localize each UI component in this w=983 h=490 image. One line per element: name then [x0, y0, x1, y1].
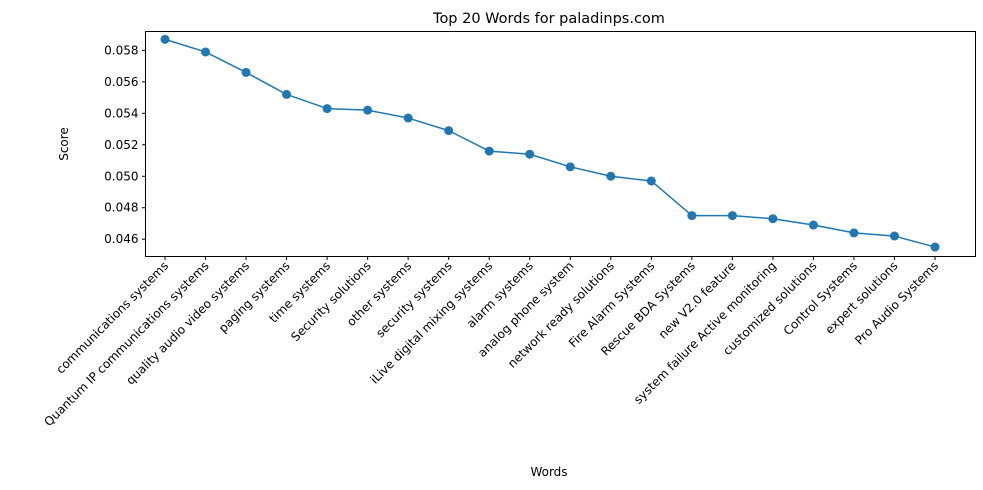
y-axis-label: Score	[57, 127, 71, 161]
data-point	[849, 228, 859, 238]
plot-frame	[145, 31, 976, 257]
data-point	[444, 126, 454, 136]
data-point	[201, 47, 211, 57]
data-point	[160, 34, 170, 44]
y-tick-label: 0.058	[104, 43, 138, 57]
y-axis: 0.046 0.048 0.050 0.052 0.054 0.056 0.058	[104, 43, 146, 246]
y-tick-label: 0.054	[104, 106, 138, 120]
data-point	[930, 242, 940, 252]
data-point	[363, 105, 373, 115]
data-point	[768, 214, 778, 224]
data-point	[808, 220, 818, 230]
y-tick-label: 0.052	[104, 138, 138, 152]
data-point	[646, 176, 656, 186]
data-point	[687, 211, 697, 221]
data-point	[403, 113, 413, 123]
data-point	[565, 162, 575, 172]
chart-title: Top 20 Words for paladinps.com	[432, 11, 665, 27]
data-point	[484, 146, 494, 156]
data-point	[606, 171, 616, 181]
y-tick-label: 0.048	[104, 201, 138, 215]
series-line	[164, 38, 936, 248]
data-point	[889, 231, 899, 241]
data-point	[241, 67, 251, 77]
data-point	[727, 211, 737, 221]
data-point	[282, 89, 292, 99]
y-tick-label: 0.056	[104, 75, 138, 89]
y-tick-label: 0.050	[104, 169, 138, 183]
plot-area	[160, 34, 940, 252]
y-tick-label: 0.046	[104, 232, 138, 246]
data-point	[525, 149, 535, 159]
x-axis-label: Words	[530, 465, 567, 479]
data-point	[322, 104, 332, 114]
